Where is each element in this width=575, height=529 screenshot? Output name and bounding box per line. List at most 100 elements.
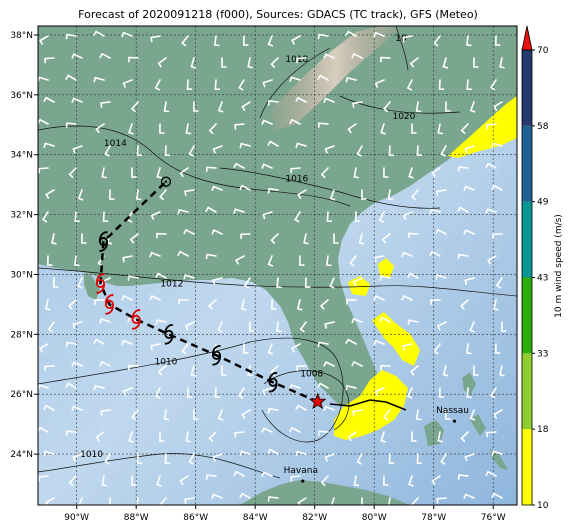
wind-barb (131, 167, 137, 178)
y-tick-label: 28°N (10, 330, 33, 340)
wind-barb (326, 211, 333, 223)
wind-barb (378, 211, 385, 223)
hurricane-symbol (131, 309, 141, 330)
wind-barb (402, 343, 413, 351)
wind-barb (159, 123, 165, 134)
wind-barb (352, 277, 363, 287)
wind-barb (329, 277, 335, 289)
wind-barb (415, 409, 422, 421)
wind-barb (295, 404, 307, 411)
wind-barb (71, 405, 83, 411)
wind-barb (473, 57, 479, 68)
wind-barb (156, 232, 167, 239)
wind-barb (261, 471, 273, 477)
wind-barb (159, 189, 167, 201)
wind-barb (354, 211, 361, 222)
wind-barb (388, 145, 395, 156)
wind-barb (445, 101, 451, 112)
wind-barb (320, 167, 329, 179)
isobar-lines (38, 26, 517, 479)
place-name: Nassau (436, 406, 469, 416)
wind-barb (68, 167, 77, 178)
wind-barb (267, 255, 274, 267)
wind-barb (159, 431, 165, 442)
wind-barb (211, 229, 223, 235)
wind-barb (211, 493, 223, 499)
wind-barb (71, 53, 83, 59)
wind-barb (234, 431, 245, 438)
land-abaco (462, 372, 476, 396)
wind-barb (126, 211, 133, 223)
wind-barb (237, 387, 245, 399)
wind-barb (122, 387, 133, 396)
wind-barb (469, 101, 476, 113)
wind-barb (267, 407, 279, 414)
wind-barb (329, 189, 336, 201)
wind-barb (65, 122, 77, 128)
wind-barb (193, 409, 199, 420)
isobar-label: 1014 (104, 139, 127, 149)
wind-barb (71, 361, 83, 367)
wind-barb (94, 299, 105, 305)
wind-barb (352, 101, 363, 108)
wind-barb (442, 365, 449, 377)
wind-barb (247, 365, 253, 377)
y-tick-label: 32°N (10, 211, 33, 221)
place-dot (301, 479, 305, 483)
wind-barb (109, 497, 111, 505)
wind-barb (65, 382, 77, 389)
wind-barb (408, 475, 414, 487)
wind-barb (466, 387, 472, 399)
y-tick-label: 38°N (10, 31, 33, 41)
wind-barb (217, 409, 224, 421)
wind-barb (491, 142, 503, 149)
wind-barb (154, 387, 161, 399)
wind-barb (262, 211, 273, 220)
x-tick-label: 88°W (124, 513, 149, 523)
wind-barb (181, 343, 189, 355)
low-marker (160, 176, 172, 187)
wind-barb (380, 364, 391, 371)
wind-barb (351, 360, 363, 367)
storm-symbol-arm (164, 334, 174, 345)
wind-barb (150, 343, 161, 351)
wind-barb (217, 321, 223, 333)
wind-barb (351, 317, 363, 324)
wind-barb (205, 474, 217, 480)
wind-barb (122, 255, 133, 263)
low-marker-dot (164, 180, 168, 183)
wind-barb (492, 233, 503, 240)
x-tick-label: 80°W (362, 513, 387, 523)
wind-barb (185, 431, 192, 443)
wind-barb (261, 427, 273, 433)
wind-barb (289, 426, 301, 433)
colorbar-tick-label: 33 (537, 349, 548, 359)
wind-barb (276, 321, 282, 333)
wind-barb (493, 101, 503, 111)
wind-barb (43, 450, 55, 457)
storm-symbol-arm (96, 283, 105, 294)
wind-barb (44, 299, 51, 311)
wind-barb (239, 450, 251, 457)
wind-barb (485, 208, 497, 214)
wind-barb (407, 319, 419, 325)
wind-barb (38, 118, 49, 125)
tropical-storm-symbol (164, 324, 174, 345)
wind-barb (242, 343, 249, 354)
wind-barb (416, 145, 423, 156)
wind-barb (93, 338, 105, 345)
wind-barb (127, 316, 139, 323)
wind-barb (99, 360, 111, 367)
wind-barb (460, 123, 469, 134)
wind-barb (317, 122, 329, 128)
isobar-label-text: 1020 (392, 112, 415, 122)
wind-barb (184, 321, 195, 331)
wind-barb (457, 206, 469, 213)
wind-barb (317, 382, 329, 389)
wind-barb (401, 294, 413, 301)
wind-barb (184, 189, 195, 197)
y-tick-label: 30°N (10, 270, 33, 280)
wind-barb (317, 74, 329, 81)
wind-barb (486, 431, 497, 438)
wind-barb (485, 470, 497, 477)
